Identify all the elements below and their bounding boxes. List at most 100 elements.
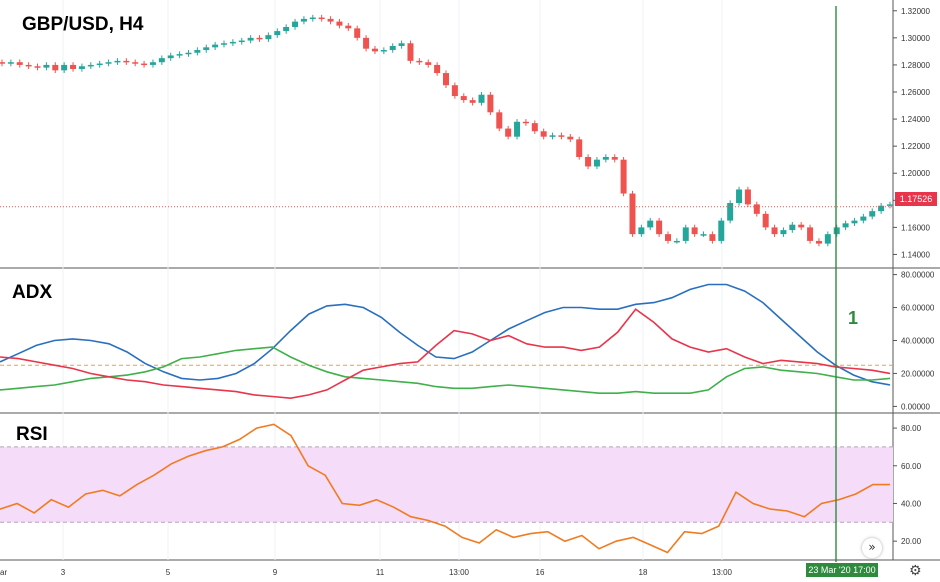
candle-body [425, 62, 432, 65]
candle-body [256, 37, 263, 40]
scroll-right-button[interactable]: » [862, 538, 882, 558]
candle-body [727, 203, 734, 221]
candle-body [309, 17, 316, 20]
candle-body [833, 227, 840, 235]
rsi-overbought-oversold-band [0, 446, 893, 523]
price-chart-title: GBP/USD, H4 [22, 14, 144, 35]
candle-body [762, 213, 769, 228]
price-tick-label: 1.20000 [901, 169, 930, 178]
candle-body [771, 227, 778, 235]
candle-body [105, 62, 112, 64]
price-tick-label: 1.30000 [901, 34, 930, 43]
time-axis-label: 13:00 [712, 568, 733, 577]
candle-body [327, 18, 334, 22]
rsi-tick-label: 80.00 [901, 424, 922, 433]
candle-body [842, 223, 849, 228]
candle-body [185, 52, 192, 55]
candle-body [665, 234, 671, 241]
rsi-line [0, 423, 890, 554]
rsi-panel[interactable] [0, 423, 893, 554]
candle-body [860, 216, 867, 221]
candle-body [149, 62, 156, 65]
di-minus-line [0, 308, 891, 400]
candle-body [78, 66, 85, 69]
candle-body [380, 50, 387, 52]
price-tick-label: 1.24000 [901, 115, 930, 124]
candle-body [274, 31, 281, 36]
adx-tick-label: 0.00000 [901, 402, 930, 411]
settings-button[interactable]: ⚙ [909, 563, 922, 579]
candle-body [238, 40, 245, 43]
last-price-tag: 1.17526 [895, 192, 937, 206]
candle-body [656, 220, 663, 235]
candle-body [878, 205, 885, 212]
candle-body [531, 123, 538, 132]
time-axis-label: 13:00 [449, 568, 470, 577]
time-axis-label: 9 [273, 568, 278, 577]
candle-body [265, 35, 272, 40]
candle-body [576, 139, 583, 157]
price-panel[interactable] [0, 14, 893, 247]
candle-body [229, 41, 236, 44]
candle-body [300, 18, 307, 22]
candle-body [629, 193, 636, 235]
candle-body [522, 121, 529, 124]
adx-tick-label: 60.00000 [901, 304, 935, 313]
candle-body [460, 96, 467, 101]
candle-body [789, 224, 796, 231]
candle-body [593, 159, 600, 167]
candle-body [647, 220, 654, 228]
candle-body [620, 159, 627, 194]
adx-title: ADX [12, 282, 53, 303]
gear-icon: ⚙ [909, 563, 922, 579]
price-axis[interactable]: 1.32000 1.30000 1.28000 1.26000 1.24000 1.220… [893, 7, 935, 546]
adx-tick-label: 40.00000 [901, 337, 935, 346]
candle-body [158, 58, 165, 63]
candle-body [96, 63, 103, 66]
candle-body [851, 220, 858, 224]
price-tick-label: 1.32000 [901, 7, 930, 16]
time-axis-label: 11 [376, 568, 385, 577]
annotation-marker: 1 [848, 308, 859, 328]
rsi-title: RSI [16, 424, 48, 445]
candle-body [469, 100, 476, 103]
candle-body [43, 64, 50, 68]
candle-body [354, 28, 361, 38]
candle-body [389, 45, 396, 51]
candle-body [505, 128, 512, 137]
candle-body [700, 234, 707, 236]
candle-body [887, 204, 893, 206]
time-axis-label: 5 [166, 568, 171, 577]
candle-body [407, 43, 414, 61]
adx-tick-label: 80.00000 [901, 271, 935, 280]
candle-body [798, 224, 805, 228]
candle-body [451, 85, 458, 97]
candle-body [176, 54, 183, 56]
candle-body [336, 21, 343, 26]
candle-body [514, 121, 521, 137]
candle-body [487, 94, 494, 113]
price-tick-label: 1.14000 [901, 250, 930, 259]
candle-body [443, 73, 449, 86]
candle-body [815, 240, 822, 244]
candle-body [70, 64, 77, 69]
time-axis[interactable]: ar 3 5 9 11 13:00 16 18 13:00 [0, 568, 733, 577]
candle-body [682, 227, 689, 241]
candle-body [807, 227, 814, 241]
price-tick-label: 1.16000 [901, 223, 930, 232]
candle-body [87, 64, 94, 67]
rsi-tick-label: 60.00 [901, 462, 922, 471]
candle-body [212, 44, 219, 48]
candle-body [869, 211, 876, 217]
candle-body [496, 112, 503, 129]
candle-body [824, 234, 831, 244]
candle-body [585, 156, 592, 167]
candle-body [736, 189, 743, 204]
candle-body [416, 60, 423, 63]
candle-body [52, 64, 59, 71]
candle-body [318, 17, 325, 20]
candle-body [434, 64, 441, 74]
price-tick-label: 1.22000 [901, 142, 930, 151]
adx-panel[interactable] [0, 283, 893, 400]
